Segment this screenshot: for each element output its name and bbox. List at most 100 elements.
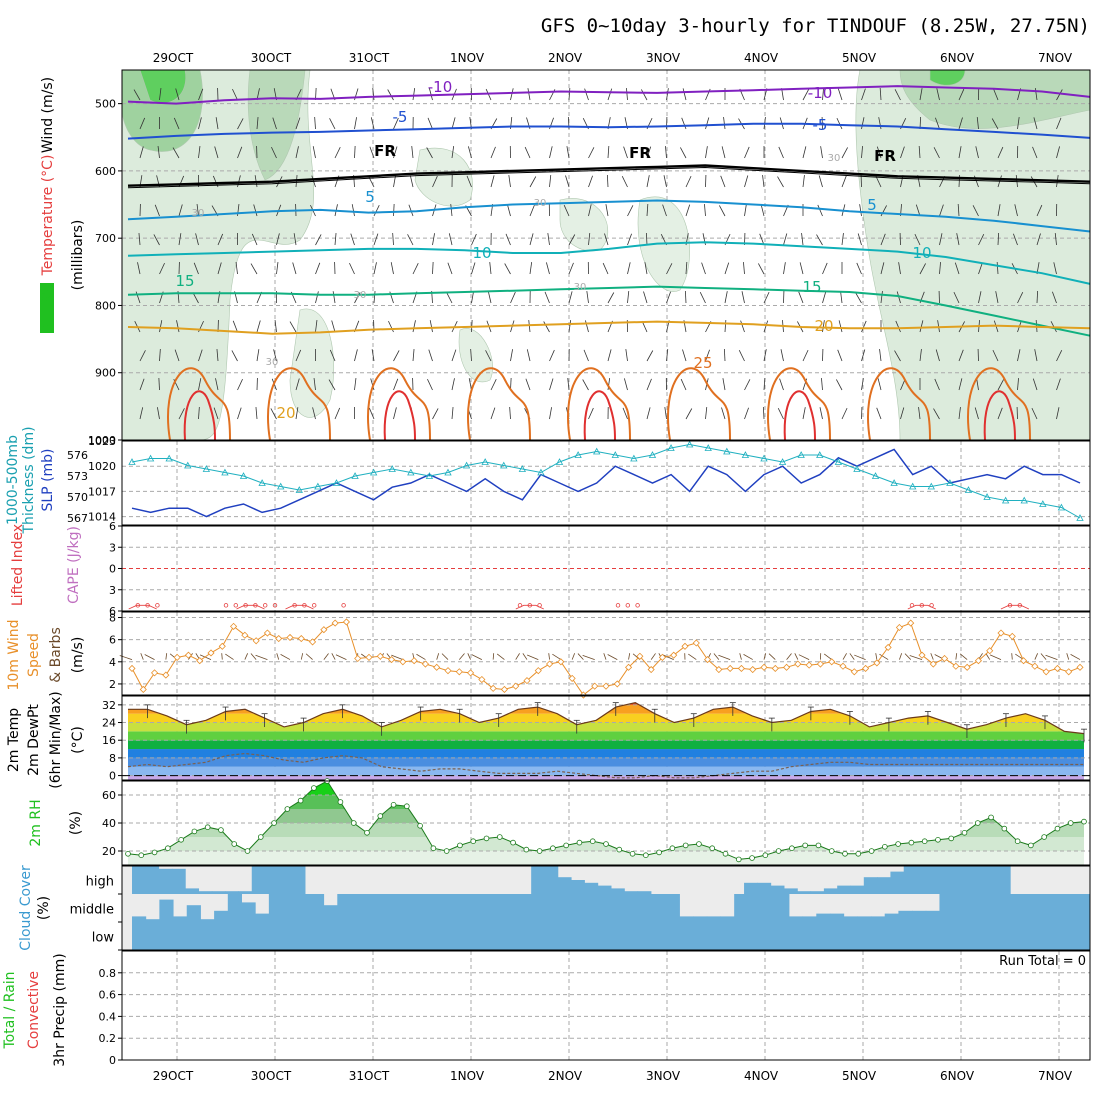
rh-marker <box>1055 826 1060 831</box>
cloud-bar-high <box>824 888 838 894</box>
wind-barb <box>608 349 611 361</box>
wind-barb <box>335 147 340 158</box>
y-tick-label: 600 <box>95 165 116 178</box>
cloud-bar-low <box>554 922 574 950</box>
rh-marker <box>683 843 688 848</box>
side-label-upper: (millibars) <box>70 220 86 291</box>
thickness-tick-label: 570 <box>67 491 88 504</box>
cloud-bar-low <box>266 922 286 950</box>
wind-barb <box>665 407 667 419</box>
wind-speed-marker <box>964 664 970 670</box>
wind-barb <box>838 350 842 361</box>
wind-barb <box>781 349 783 361</box>
cloud-bar-middle <box>241 902 255 922</box>
side-label-sfc: SLP (mb) <box>40 448 56 511</box>
y-tick-label: 3 <box>109 541 116 554</box>
cloud-bar-high <box>225 891 239 894</box>
top-date-label: 2NOV <box>548 51 583 65</box>
wind-barb <box>724 117 725 129</box>
side-labels: Wind (m/s)Temperature (°C)RH (%)(milliba… <box>2 77 86 1067</box>
contour-label: 20 <box>814 317 833 335</box>
wind-barb <box>349 263 354 274</box>
wind-speed-marker <box>829 659 835 665</box>
wind-barb <box>236 262 237 274</box>
wind-barb <box>584 350 588 361</box>
wind-barb <box>428 118 432 129</box>
wind-barb <box>290 322 296 332</box>
wind-barb <box>821 378 822 390</box>
y-tick-label: 8 <box>109 612 116 625</box>
wind-speed-marker <box>152 670 158 676</box>
wind-speed-marker <box>1032 663 1038 669</box>
cloud-bar-middle <box>515 894 529 922</box>
wind-barb <box>860 204 862 216</box>
y-tick-label: 8 <box>109 752 116 765</box>
wind-barb <box>355 146 356 158</box>
cloud-bar-middle <box>173 916 187 922</box>
wind-barb <box>374 291 375 303</box>
wind-barb <box>899 653 901 659</box>
rh-shade-region <box>415 148 473 206</box>
top-date-label: 4NOV <box>744 51 779 65</box>
wind-barb <box>626 88 627 100</box>
side-label-li: CAPE (J/kg) <box>66 526 82 604</box>
side-label-part: Temperature (°C) <box>40 155 56 277</box>
cloud-bar-high <box>145 866 159 894</box>
wind-barb <box>607 175 608 187</box>
wind-barb <box>1035 653 1038 659</box>
rh-marker <box>922 839 927 844</box>
wind-barb <box>430 320 432 332</box>
y-tick-label: 0.6 <box>99 989 117 1002</box>
wind-barb <box>324 653 329 659</box>
wind-barb <box>516 653 520 659</box>
wind-barb <box>795 653 798 659</box>
cloud-bar-middle <box>679 916 693 922</box>
rh-marker <box>391 802 396 807</box>
side-label-cloud: Cloud Cover <box>18 865 34 951</box>
cloud-bar-middle <box>474 894 488 922</box>
contour-label: FR <box>374 142 396 160</box>
y-tick-label: 4 <box>109 656 116 669</box>
rh-marker <box>219 828 224 833</box>
cloud-bar-middle <box>187 905 201 922</box>
wind-barb <box>497 654 504 660</box>
bottom-date-label: 3NOV <box>646 1069 681 1083</box>
y-tick-label: 500 <box>95 98 116 111</box>
contour-line-30 <box>385 391 415 440</box>
wind-barb <box>511 88 514 100</box>
wind-speed-marker <box>219 643 225 649</box>
cloud-bar-middle <box>912 911 926 922</box>
contour-label: FR <box>629 144 651 162</box>
cloud-bar-middle <box>748 894 762 922</box>
precipitation-border <box>122 951 1090 1060</box>
wind-barb <box>824 654 832 660</box>
rh-marker <box>232 842 237 847</box>
rh-marker <box>1015 839 1020 844</box>
wind-barb <box>550 175 551 187</box>
wind-barb <box>528 88 530 100</box>
cloud-bar-low <box>726 922 746 950</box>
wind-barb <box>335 233 336 245</box>
rh-marker <box>351 821 356 826</box>
wind-barb <box>452 378 454 390</box>
y-tick-label: 32 <box>102 699 116 712</box>
cloud-bar-high <box>811 891 825 894</box>
cloud-bar-low <box>228 922 248 950</box>
rh-marker <box>843 851 848 856</box>
top-date-label: 31OCT <box>349 51 390 65</box>
cloud-bar-low <box>956 922 976 950</box>
wind-barb <box>878 378 881 390</box>
wind-barb <box>412 146 413 158</box>
wind-barb <box>745 204 747 216</box>
rh-marker <box>1002 826 1007 831</box>
wind-barb <box>622 176 627 187</box>
contour-label: -10 <box>808 84 833 102</box>
wind-barb <box>704 204 705 216</box>
wind-speed-marker <box>1043 669 1049 675</box>
top-date-label: 1NOV <box>450 51 485 65</box>
wind-speed-marker <box>434 664 440 670</box>
wind-speed-marker <box>129 665 135 671</box>
cloud-bar-high <box>185 888 199 894</box>
